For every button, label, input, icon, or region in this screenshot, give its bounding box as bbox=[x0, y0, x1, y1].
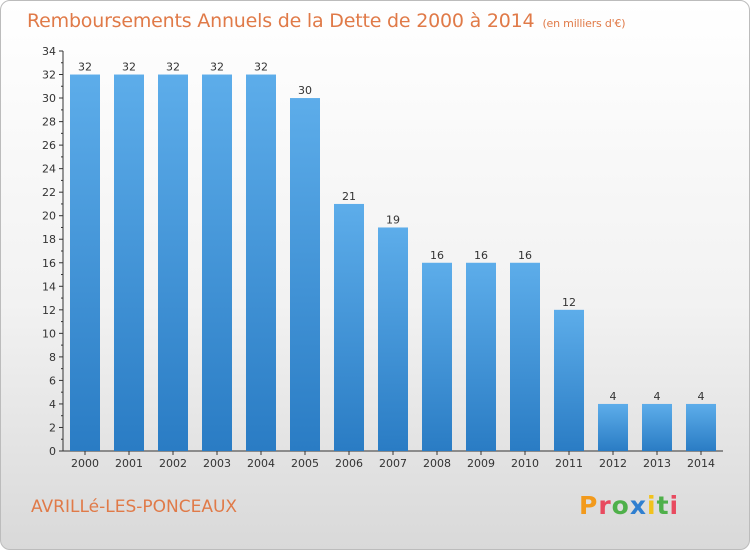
bar bbox=[378, 227, 408, 451]
x-tick-label: 2007 bbox=[379, 457, 407, 470]
x-tick-label: 2013 bbox=[643, 457, 671, 470]
y-tick-label: 28 bbox=[42, 116, 56, 129]
y-tick-label: 14 bbox=[42, 280, 56, 293]
bar bbox=[202, 74, 232, 451]
y-tick-label: 12 bbox=[42, 304, 56, 317]
chart-title-text: Remboursements Annuels de la Dette de 20… bbox=[27, 10, 535, 32]
commune-name: AVRILLé-LES-PONCEAUX bbox=[31, 497, 238, 517]
chart-title: Remboursements Annuels de la Dette de 20… bbox=[27, 10, 626, 32]
bar-value-label: 21 bbox=[342, 190, 356, 203]
bar bbox=[466, 262, 496, 451]
bar bbox=[422, 262, 452, 451]
bar-value-label: 4 bbox=[698, 390, 705, 403]
y-tick-label: 4 bbox=[49, 398, 56, 411]
y-tick-label: 34 bbox=[42, 45, 56, 58]
x-tick-label: 2001 bbox=[115, 457, 143, 470]
y-tick-label: 26 bbox=[42, 139, 56, 152]
bar-value-label: 32 bbox=[210, 61, 224, 74]
bar bbox=[642, 403, 672, 451]
bar bbox=[246, 74, 276, 451]
x-tick-label: 2003 bbox=[203, 457, 231, 470]
y-tick-label: 18 bbox=[42, 233, 56, 246]
x-tick-label: 2002 bbox=[159, 457, 187, 470]
y-tick-label: 8 bbox=[49, 351, 56, 364]
y-tick-label: 6 bbox=[49, 374, 56, 387]
bar bbox=[554, 309, 584, 451]
x-tick-label: 2006 bbox=[335, 457, 363, 470]
x-tick-label: 2011 bbox=[555, 457, 583, 470]
bar-value-label: 12 bbox=[562, 296, 576, 309]
bar-value-label: 19 bbox=[386, 213, 400, 226]
x-tick-label: 2004 bbox=[247, 457, 275, 470]
bar-value-label: 4 bbox=[610, 390, 617, 403]
x-tick-label: 2014 bbox=[687, 457, 715, 470]
x-tick-label: 2010 bbox=[511, 457, 539, 470]
bar bbox=[334, 203, 364, 451]
bar-value-label: 16 bbox=[474, 249, 488, 262]
y-tick-label: 2 bbox=[49, 421, 56, 434]
x-tick-label: 2009 bbox=[467, 457, 495, 470]
bar bbox=[290, 98, 320, 451]
bar-value-label: 32 bbox=[166, 61, 180, 74]
y-tick-label: 20 bbox=[42, 210, 56, 223]
x-tick-label: 2008 bbox=[423, 457, 451, 470]
bar-value-label: 32 bbox=[122, 61, 136, 74]
bar-value-label: 16 bbox=[430, 249, 444, 262]
y-tick-label: 10 bbox=[42, 327, 56, 340]
bar bbox=[114, 74, 144, 451]
x-tick-label: 2012 bbox=[599, 457, 627, 470]
bar bbox=[598, 403, 628, 451]
y-tick-label: 16 bbox=[42, 257, 56, 270]
x-tick-label: 2000 bbox=[71, 457, 99, 470]
bar-value-label: 4 bbox=[654, 390, 661, 403]
chart-unit: (en milliers d'€) bbox=[542, 17, 626, 30]
y-tick-label: 32 bbox=[42, 69, 56, 82]
proxiti-logo: Proxiti bbox=[579, 491, 680, 520]
bar-value-label: 16 bbox=[518, 249, 532, 262]
x-tick-label: 2005 bbox=[291, 457, 319, 470]
bar bbox=[70, 74, 100, 451]
y-tick-label: 22 bbox=[42, 186, 56, 199]
y-tick-label: 30 bbox=[42, 92, 56, 105]
y-tick-label: 24 bbox=[42, 163, 56, 176]
y-tick-label: 0 bbox=[49, 445, 56, 458]
bar-value-label: 30 bbox=[298, 84, 312, 97]
bar bbox=[158, 74, 188, 451]
bar-value-label: 32 bbox=[78, 61, 92, 74]
bar-value-label: 32 bbox=[254, 61, 268, 74]
bar bbox=[510, 262, 540, 451]
bar bbox=[686, 403, 716, 451]
